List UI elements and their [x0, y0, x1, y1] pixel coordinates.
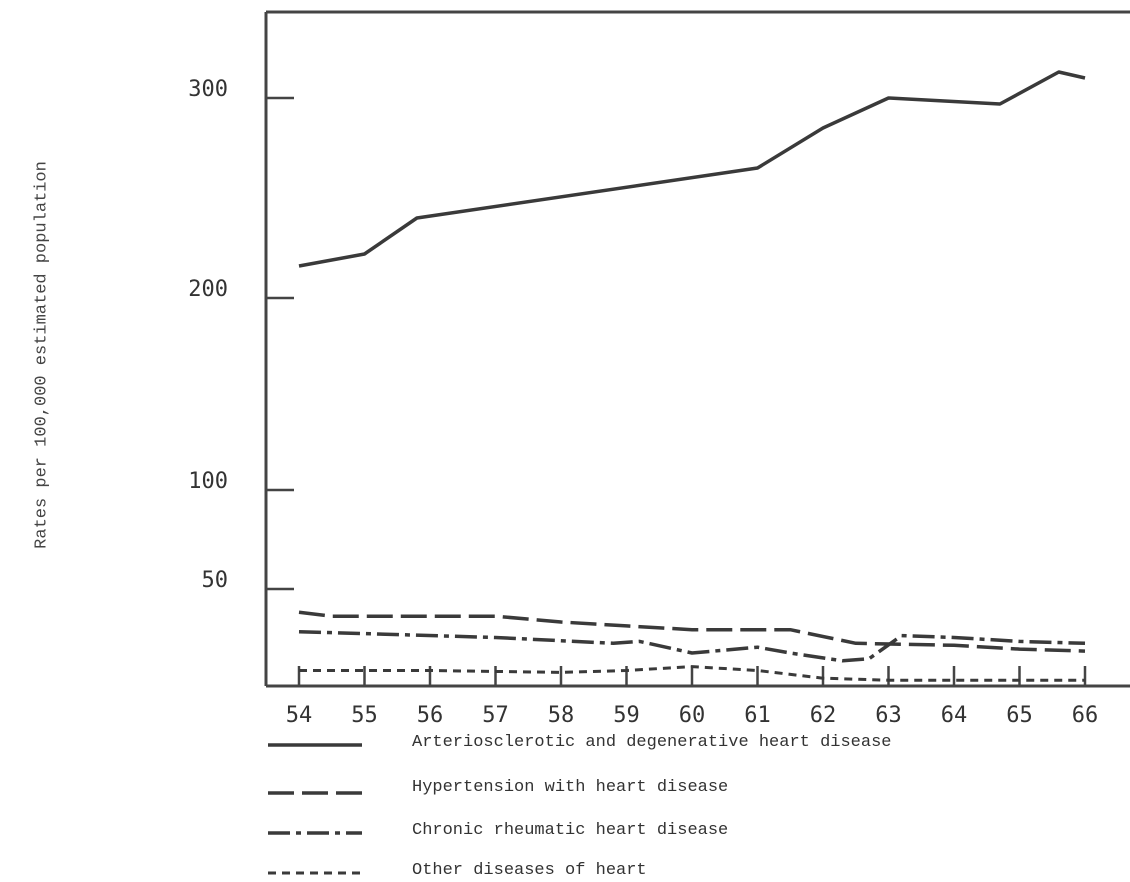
- x-tick-label: 54: [286, 703, 313, 728]
- axes: [264, 10, 1130, 688]
- x-tick-label: 62: [810, 703, 837, 728]
- y-axis-label: Rates per 100,000 estimated population: [32, 161, 52, 549]
- series-line-2: [298, 629, 1086, 663]
- series-group: [298, 70, 1086, 682]
- x-ticks: 54 55 56 57 58 59 60 61 62 63 64 65 66: [286, 666, 1099, 728]
- series-line-0: [298, 70, 1086, 268]
- legend-swatches: [268, 743, 362, 875]
- y-tick-label: 200: [188, 277, 228, 302]
- x-tick-label: 57: [482, 703, 509, 728]
- x-tick-label: 63: [875, 703, 902, 728]
- y-tick-label: 100: [188, 469, 228, 494]
- x-tick-label: 65: [1006, 703, 1033, 728]
- series-line-3: [299, 665, 1085, 682]
- x-tick-label: 59: [613, 703, 640, 728]
- legend-label-rheumatic: Chronic rheumatic heart disease: [412, 821, 729, 840]
- legend-label-other: Other diseases of heart: [412, 861, 647, 880]
- x-tick-label: 55: [351, 703, 378, 728]
- y-tick-label: 50: [202, 568, 229, 593]
- series-line-1: [298, 610, 1086, 653]
- x-tick-label: 61: [744, 703, 771, 728]
- x-tick-label: 56: [417, 703, 444, 728]
- y-ticks: 300 200 100 50: [188, 77, 294, 593]
- x-tick-label: 66: [1072, 703, 1099, 728]
- y-tick-label: 300: [188, 77, 228, 102]
- x-tick-label: 64: [941, 703, 968, 728]
- legend-label-hypertension: Hypertension with heart disease: [412, 778, 729, 797]
- legend-label-arteriosclerotic: Arteriosclerotic and degenerative heart …: [412, 733, 892, 752]
- x-tick-label: 58: [548, 703, 575, 728]
- x-tick-label: 60: [679, 703, 706, 728]
